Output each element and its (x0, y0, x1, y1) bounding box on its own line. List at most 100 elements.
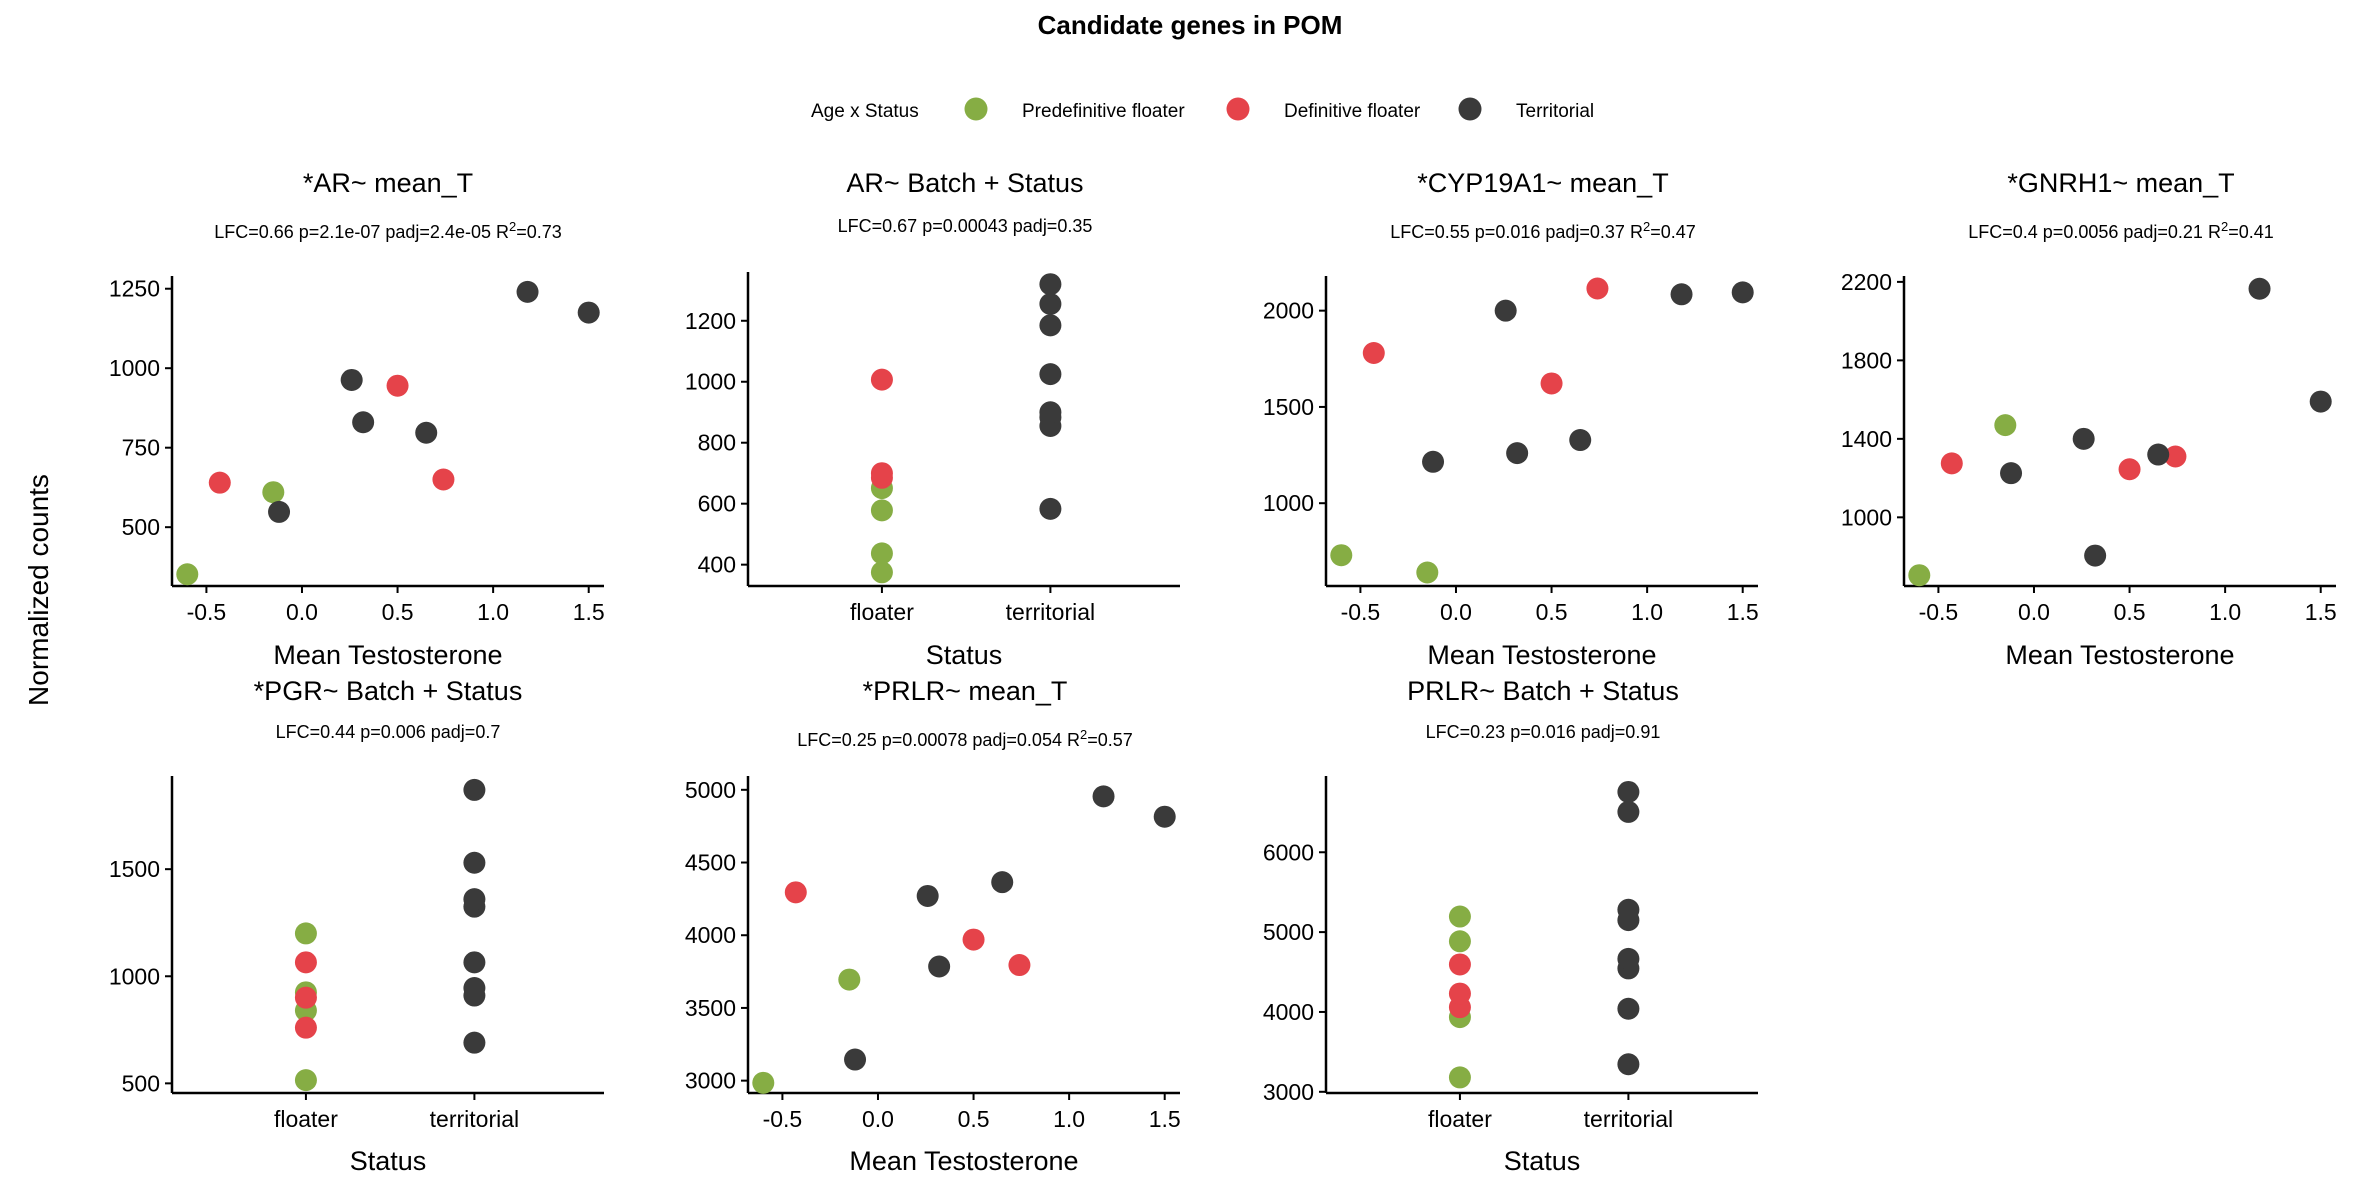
x-axis-label: Mean Testosterone (2005, 640, 2234, 670)
panel-stats: LFC=0.4 p=0.0056 padj=0.21 R2=0.41 (1968, 219, 2273, 242)
data-point (1994, 414, 2017, 437)
x-tick-label: 0.0 (2018, 599, 2050, 625)
data-point (1008, 954, 1031, 977)
data-point (844, 1048, 867, 1071)
data-point (784, 881, 807, 904)
y-tick-label: 500 (122, 1070, 160, 1096)
panel-stats: LFC=0.23 p=0.016 padj=0.91 (1426, 722, 1661, 742)
data-point (1617, 1053, 1640, 1076)
panel-4: *GNRH1~ mean_T LFC=0.4 p=0.0056 padj=0.21… (1841, 168, 2337, 670)
x-tick-label: 1.0 (2209, 599, 2241, 625)
data-point (1039, 293, 1062, 316)
data-point (991, 871, 1014, 894)
y-tick-label: 600 (698, 491, 736, 517)
y-tick-label: 1800 (1841, 347, 1892, 373)
data-point (1362, 342, 1385, 365)
data-point (916, 884, 939, 907)
y-tick-label: 3000 (1263, 1079, 1314, 1105)
data-point (870, 499, 893, 522)
x-tick-label: floater (274, 1106, 338, 1132)
data-point (1330, 544, 1353, 567)
x-tick-label: 0.0 (862, 1106, 894, 1132)
legend-label-predefinitive: Predefinitive floater (1022, 101, 1185, 122)
data-point (838, 968, 861, 991)
x-axis-label: Mean Testosterone (849, 1146, 1078, 1176)
x-tick-label: 1.5 (2305, 599, 2337, 625)
data-point (1908, 564, 1931, 587)
data-point (752, 1071, 775, 1094)
data-point (463, 851, 486, 874)
data-point (1422, 450, 1445, 473)
x-tick-label: 1.0 (1631, 599, 1663, 625)
x-axis-label: Status (1504, 1146, 1581, 1176)
data-point (176, 563, 199, 586)
y-tick-label: 5000 (685, 777, 736, 803)
data-point (1617, 898, 1640, 921)
data-point (1039, 497, 1062, 520)
x-tick-label: 0.5 (2114, 599, 2146, 625)
x-tick-label: 0.5 (1536, 599, 1568, 625)
data-point (294, 951, 317, 974)
data-point (1448, 982, 1471, 1005)
panel-title: AR~ Batch + Status (846, 168, 1083, 198)
y-tick-label: 4500 (685, 850, 736, 876)
data-point (1448, 953, 1471, 976)
panel-2: AR~ Batch + Status LFC=0.67 p=0.00043 pad… (685, 168, 1180, 670)
legend-label-territorial: Territorial (1516, 101, 1594, 122)
data-point (463, 977, 486, 1000)
y-tick-label: 500 (122, 514, 160, 540)
panel-title: *PRLR~ mean_T (863, 676, 1068, 706)
data-point (432, 468, 455, 491)
x-axis-label: Status (350, 1146, 427, 1176)
data-point (516, 280, 539, 303)
x-tick-label: 1.0 (1053, 1106, 1085, 1132)
y-tick-label: 1000 (1841, 504, 1892, 530)
data-point (2309, 390, 2332, 413)
y-tick-label: 750 (122, 435, 160, 461)
data-point (1617, 800, 1640, 823)
y-tick-label: 2000 (1263, 298, 1314, 324)
data-point (1617, 997, 1640, 1020)
data-point (870, 561, 893, 584)
data-point (1494, 299, 1517, 322)
figure-title: Candidate genes in POM (1038, 10, 1343, 40)
x-tick-label: territorial (1006, 599, 1095, 625)
data-point (962, 928, 985, 951)
data-point (870, 542, 893, 565)
panel-3: *CYP19A1~ mean_T LFC=0.55 p=0.016 padj=0.… (1263, 168, 1759, 670)
x-axis-label: Status (926, 640, 1003, 670)
y-tick-label: 4000 (1263, 999, 1314, 1025)
legend-marker-definitive (1226, 97, 1250, 121)
panel-title: *PGR~ Batch + Status (254, 676, 523, 706)
x-tick-label: -0.5 (187, 599, 227, 625)
y-tick-label: 1000 (1263, 490, 1314, 516)
data-point (262, 481, 285, 504)
data-point (1039, 363, 1062, 386)
x-tick-label: -0.5 (1919, 599, 1959, 625)
data-point (1569, 429, 1592, 452)
y-tick-label: 3500 (685, 995, 736, 1021)
data-point (1540, 372, 1563, 395)
legend-title: Age x Status (811, 101, 919, 122)
x-tick-label: 1.0 (477, 599, 509, 625)
data-point (340, 368, 363, 391)
data-point (386, 374, 409, 397)
data-point (294, 986, 317, 1009)
x-tick-label: territorial (1584, 1106, 1673, 1132)
x-tick-label: -0.5 (1341, 599, 1381, 625)
legend-marker-predefinitive (964, 97, 988, 121)
data-point (268, 500, 291, 523)
data-point (463, 1031, 486, 1054)
data-point (463, 951, 486, 974)
data-point (870, 462, 893, 485)
data-point (2084, 544, 2107, 567)
panel-title: PRLR~ Batch + Status (1407, 676, 1679, 706)
data-point (1731, 281, 1754, 304)
panel-stats: LFC=0.67 p=0.00043 padj=0.35 (838, 216, 1093, 236)
data-point (2118, 458, 2141, 481)
y-tick-label: 2200 (1841, 269, 1892, 295)
data-point (870, 368, 893, 391)
legend-label-definitive: Definitive floater (1284, 101, 1421, 122)
y-tick-label: 400 (698, 552, 736, 578)
y-tick-label: 1200 (685, 308, 736, 334)
